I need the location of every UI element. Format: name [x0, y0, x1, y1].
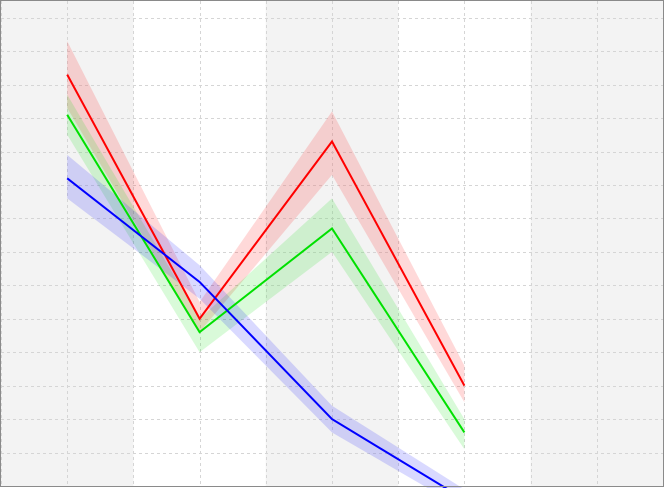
- series-1-line: [66, 114, 466, 434]
- series-0-confidence-band: [67, 41, 465, 403]
- confidence-bands: [67, 41, 465, 488]
- series-2-line: [66, 177, 448, 488]
- series-1-confidence-band: [67, 94, 465, 450]
- series-0-line: [66, 74, 466, 387]
- series-lines: [66, 74, 466, 488]
- column-band: [530, 1, 663, 486]
- series-2-confidence-band: [67, 154, 463, 488]
